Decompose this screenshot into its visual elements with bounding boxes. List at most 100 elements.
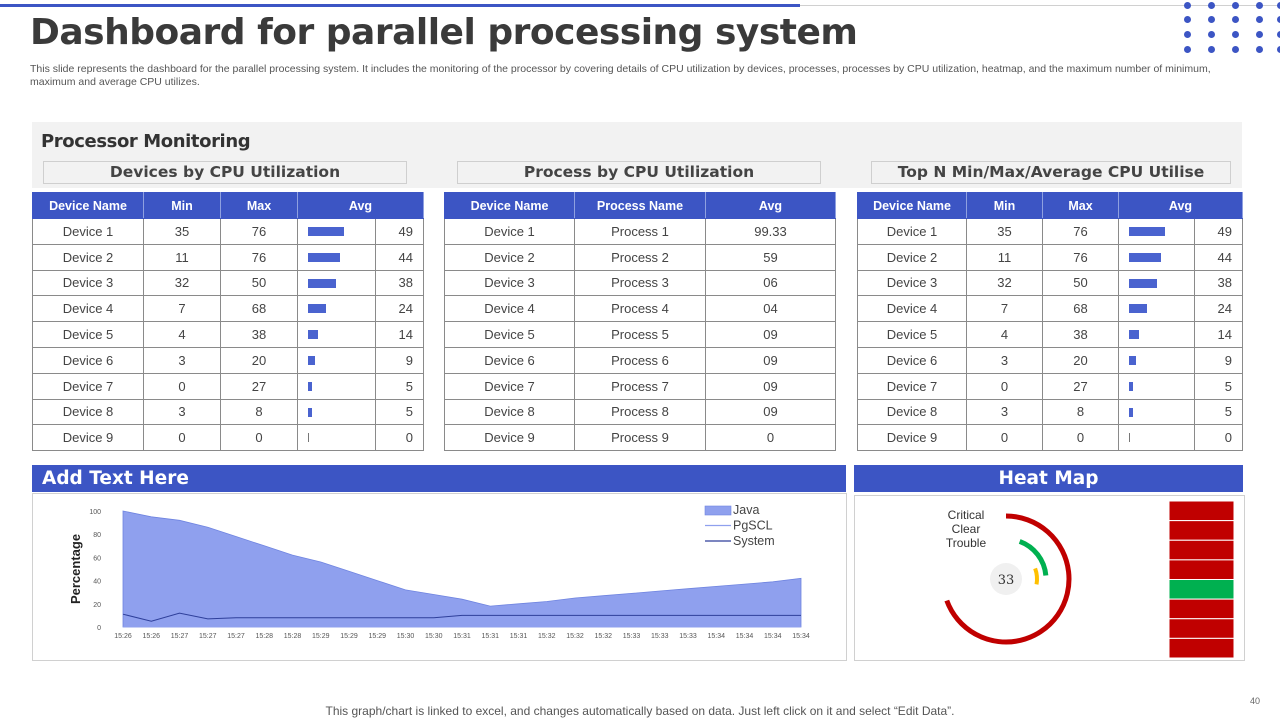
device-name-cell: Device 9 — [857, 424, 967, 452]
avg-bar-cell — [1118, 321, 1195, 348]
min-cell: 0 — [966, 372, 1043, 400]
gauge-value: 33 — [998, 573, 1015, 588]
table-row: Device 6 3 20 9 — [32, 346, 424, 374]
avg-cell: 09 — [705, 398, 836, 426]
process-cpu-table: Device Name Process Name Avg Device 1 Pro… — [444, 192, 836, 452]
heatmap-cell — [1168, 520, 1235, 541]
footer-note: This graph/chart is linked to excel, and… — [325, 704, 955, 718]
avg-bar — [308, 278, 336, 288]
table-row: Device 7 Process 7 09 — [444, 372, 836, 400]
column-header: Device Name — [444, 192, 575, 219]
device-name-cell: Device 9 — [32, 424, 144, 452]
max-cell: 50 — [1042, 269, 1119, 297]
avg-bar — [1129, 278, 1157, 288]
chart-box: Percentage 0 20 40 60 80 100 15:26 15:26 15:27 15:… — [32, 493, 847, 661]
max-cell: 50 — [220, 269, 298, 297]
trouble-ring — [1033, 567, 1039, 585]
x-tick-label: 15:30 — [425, 633, 443, 640]
x-tick-label: 15:27 — [227, 633, 245, 640]
table-row: Device 7 0 27 5 — [857, 372, 1243, 400]
max-cell: 20 — [1042, 346, 1119, 374]
topn-cpu-table: Device Name Min Max Avg Device 1 35 76 49 De… — [857, 192, 1243, 452]
max-cell: 38 — [220, 321, 298, 348]
avg-cell: 0 — [705, 424, 836, 452]
x-tick-label: 15:29 — [312, 633, 330, 640]
table-row: Device 3 32 50 38 — [32, 269, 424, 297]
table-row: Device 6 Process 6 09 — [444, 346, 836, 374]
process-name-cell: Process 5 — [574, 321, 706, 348]
avg-bar-cell — [297, 295, 376, 323]
avg-bar-cell — [297, 269, 376, 297]
min-cell: 11 — [966, 243, 1043, 271]
max-cell: 0 — [1042, 424, 1119, 452]
avg-cell: 24 — [375, 295, 424, 323]
max-cell: 0 — [220, 424, 298, 452]
x-tick-label: 15:31 — [481, 633, 499, 640]
x-tick-label: 15:26 — [114, 633, 132, 640]
column-header: Avg — [297, 192, 424, 219]
device-name-cell: Device 1 — [444, 218, 575, 245]
max-cell: 76 — [220, 243, 298, 271]
heatmap-cell — [1168, 539, 1235, 561]
avg-bar — [1129, 355, 1136, 365]
avg-cell: 5 — [1194, 372, 1243, 400]
min-cell: 3 — [143, 398, 221, 426]
device-name-cell: Device 8 — [444, 398, 575, 426]
avg-cell: 0 — [375, 424, 424, 452]
avg-bar-cell — [297, 346, 376, 374]
table-row: Device 4 7 68 24 — [32, 295, 424, 323]
table-row: Device 4 Process 4 04 — [444, 295, 836, 323]
device-name-cell: Device 3 — [32, 269, 144, 297]
gauge-label-trouble: Trouble — [946, 536, 987, 550]
avg-bar — [308, 304, 326, 314]
max-cell: 27 — [1042, 372, 1119, 400]
max-cell: 76 — [1042, 218, 1119, 245]
avg-cell: 09 — [705, 321, 836, 348]
gauge-label-clear: Clear — [952, 522, 981, 536]
device-name-cell: Device 3 — [444, 269, 575, 297]
column-header: Avg — [705, 192, 836, 219]
min-cell: 3 — [966, 346, 1043, 374]
device-name-cell: Device 4 — [444, 295, 575, 323]
avg-cell: 9 — [1194, 346, 1243, 374]
table-row: Device 2 Process 2 59 — [444, 243, 836, 271]
top-accent-line — [0, 4, 800, 7]
y-axis-label: Percentage — [68, 534, 83, 604]
column-header: Max — [220, 192, 298, 219]
avg-bar-cell — [297, 218, 376, 245]
table-row: Device 5 4 38 14 — [857, 321, 1243, 348]
gauge-label-critical: Critical — [948, 508, 985, 522]
device-name-cell: Device 9 — [444, 424, 575, 452]
process-name-cell: Process 1 — [574, 218, 706, 245]
x-tick-label: 15:32 — [566, 633, 584, 640]
avg-bar-cell — [1118, 346, 1195, 374]
legend-label: Java — [733, 503, 759, 517]
heatmap-cell — [1168, 637, 1235, 659]
min-cell: 35 — [143, 218, 221, 245]
max-cell: 68 — [1042, 295, 1119, 323]
max-cell: 68 — [220, 295, 298, 323]
device-name-cell: Device 4 — [32, 295, 144, 323]
series-area-java — [122, 510, 802, 628]
column-header: Min — [143, 192, 221, 219]
device-name-cell: Device 6 — [857, 346, 967, 374]
x-tick-label: 15:30 — [397, 633, 415, 640]
device-name-cell: Device 5 — [857, 321, 967, 348]
table-row: Device 2 11 76 44 — [857, 243, 1243, 271]
avg-cell: 24 — [1194, 295, 1243, 323]
gauge-center — [990, 563, 1022, 595]
x-tick-label: 15:29 — [368, 633, 386, 640]
x-tick-label: 15:34 — [792, 633, 810, 640]
x-tick-label: 15:33 — [651, 633, 669, 640]
y-tick-label: 20 — [93, 602, 101, 609]
y-tick-label: 40 — [93, 579, 101, 586]
process-name-cell: Process 6 — [574, 346, 706, 374]
device-name-cell: Device 2 — [444, 243, 575, 271]
table-row: Device 2 11 76 44 — [32, 243, 424, 271]
max-cell: 27 — [220, 372, 298, 400]
x-tick-label: 15:32 — [594, 633, 612, 640]
